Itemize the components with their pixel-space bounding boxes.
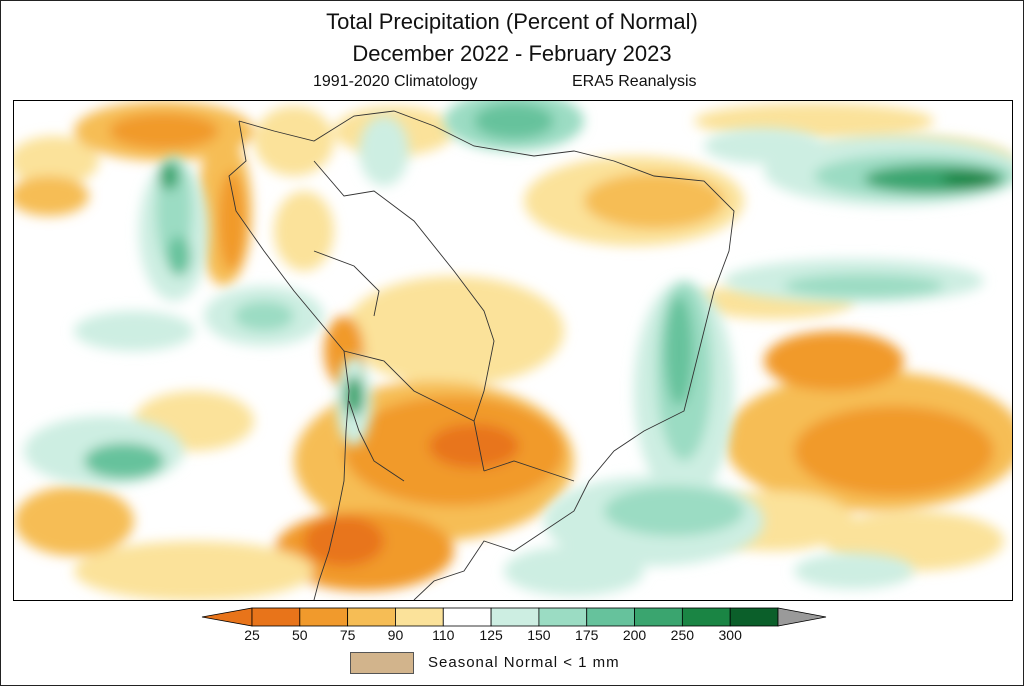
colorbar: 25 50 75 90 110 125 150 175 200 250 300 <box>201 607 827 643</box>
wet-anomaly-areas <box>24 101 1012 596</box>
colorbar-tick-label: 90 <box>388 627 404 643</box>
colorbar-swatch <box>251 607 301 627</box>
colorbar-tick-label: 200 <box>623 627 647 643</box>
map-title: Total Precipitation (Percent of Normal) <box>326 9 698 34</box>
colorbar-tick-label: 250 <box>671 627 695 643</box>
colorbar-swatch <box>729 607 779 627</box>
colorbar-swatch <box>586 607 635 627</box>
colorbar-tick-label: 110 <box>432 627 455 643</box>
colorbar-swatch <box>299 607 349 627</box>
colorbar-tick-label: 175 <box>575 627 599 643</box>
colorbar-swatch <box>538 607 588 627</box>
coastlines <box>228 110 735 600</box>
precipitation-map <box>13 100 1013 601</box>
seasonal-normal-swatch <box>350 652 414 674</box>
colorbar-swatch <box>395 607 444 627</box>
colorbar-high-arrow <box>777 607 827 627</box>
colorbar-tick-label: 300 <box>719 627 743 643</box>
colorbar-swatch <box>490 607 540 627</box>
colorbar-tick-label: 25 <box>244 627 260 643</box>
colorbar-tick-label: 150 <box>527 627 551 643</box>
colorbar-ticks: 25 50 75 90 110 125 150 175 200 250 300 <box>244 627 742 643</box>
colorbar-tick-label: 75 <box>340 627 356 643</box>
climatology-label: 1991-2020 Climatology <box>313 73 478 90</box>
colorbar-swatch <box>681 607 731 627</box>
precipitation-map-svg <box>14 101 1012 600</box>
colorbar-tick-label: 50 <box>292 627 308 643</box>
colorbar-tick-label: 125 <box>479 627 503 643</box>
map-period: December 2022 - February 2023 <box>352 41 672 66</box>
dataset-label: ERA5 Reanalysis <box>572 73 697 90</box>
colorbar-swatches <box>201 607 827 627</box>
colorbar-low-arrow <box>201 607 253 627</box>
seasonal-normal-label: Seasonal Normal < 1 mm <box>428 654 620 671</box>
colorbar-swatch <box>634 607 683 627</box>
colorbar-swatch <box>442 607 492 627</box>
colorbar-swatch <box>347 607 396 627</box>
